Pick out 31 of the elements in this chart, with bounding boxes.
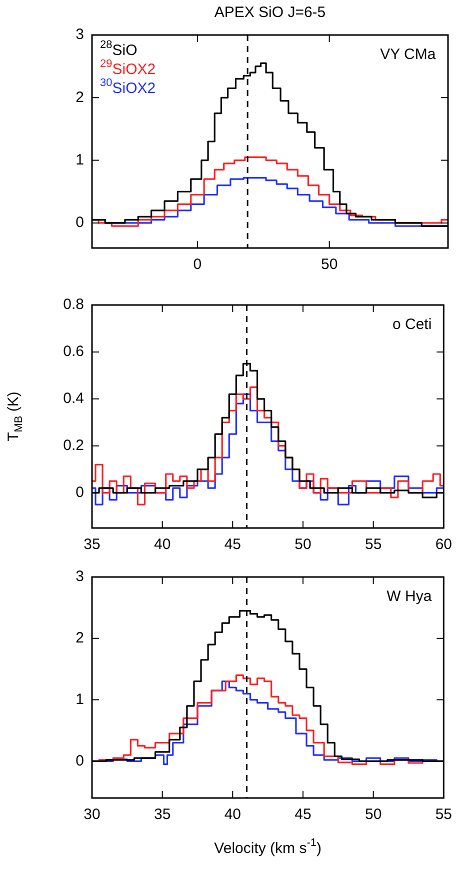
y-tick-label: 1 — [76, 690, 84, 708]
x-tick-label: 40 — [154, 536, 171, 554]
y-axis-title: TMB (K) — [5, 392, 25, 442]
y-tick-label: 0.2 — [63, 436, 84, 454]
x-tick-label: 45 — [294, 806, 312, 824]
y-tick-label: 0 — [76, 214, 84, 232]
x-tick-label: 50 — [294, 536, 312, 554]
x-tick-label: 50 — [364, 806, 382, 824]
y-tick-label: 0 — [76, 484, 84, 501]
y-tick-label: 2 — [76, 88, 84, 106]
x-tick-label: 45 — [224, 536, 242, 554]
y-tick-label: 0.4 — [63, 390, 84, 408]
x-tick-label: 55 — [364, 536, 382, 554]
x-tick-label: 60 — [435, 536, 452, 554]
y-tick-label: 2 — [76, 630, 84, 647]
y-tick-label: 3 — [76, 568, 84, 586]
annotation: o Ceti — [392, 316, 432, 333]
x-tick-label: 30 — [84, 806, 100, 824]
y-tick-label: 3 — [76, 26, 84, 44]
x-tick-label: 35 — [84, 536, 100, 554]
annotation: W Hya — [386, 588, 432, 605]
y-tick-label: 0 — [76, 752, 84, 770]
x-tick-label: 40 — [224, 806, 242, 824]
y-tick-label: 1 — [76, 151, 84, 168]
chart-title: APEX SiO J=6-5 — [214, 4, 326, 21]
y-tick-label: 0.6 — [63, 343, 84, 360]
x-tick-label: 50 — [320, 256, 338, 274]
x-tick-label: 55 — [435, 806, 452, 824]
x-tick-label: 35 — [154, 806, 171, 824]
y-tick-label: 0.8 — [63, 296, 84, 314]
annotation: VY CMa — [380, 46, 436, 63]
